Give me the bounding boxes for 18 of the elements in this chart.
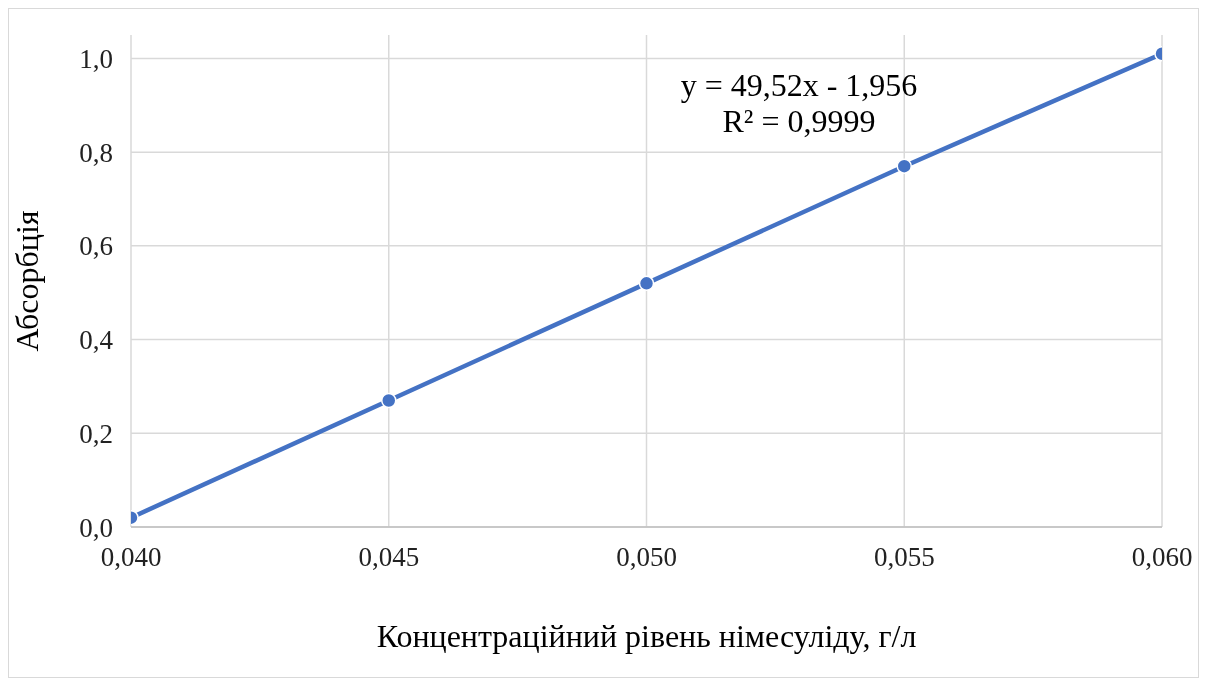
y-axis-title: Абсорбція <box>9 210 46 352</box>
y-tick-label: 1,0 <box>79 44 113 75</box>
y-tick-label: 0,2 <box>79 418 113 449</box>
x-tick-label: 0,045 <box>358 542 420 573</box>
y-tick-label: 0,0 <box>79 512 113 543</box>
point <box>638 275 655 292</box>
y-tick-label: 0,4 <box>79 325 114 356</box>
x-tick-label: 0,055 <box>873 542 935 573</box>
point <box>896 158 912 174</box>
x-tick-label: 0,040 <box>100 542 162 573</box>
x-tick-label: 0,050 <box>616 542 677 573</box>
x-axis-title: Концентраційний рівень німесуліду, г/л <box>376 618 917 654</box>
point <box>381 392 397 409</box>
annotation: R² = 0,9999 <box>721 103 877 139</box>
y-tick-label: 0,8 <box>79 137 113 168</box>
y-tick-label: 0,6 <box>79 231 113 262</box>
annotation: y = 49,52x - 1,956 <box>679 67 919 103</box>
x-tick-label: 0,060 <box>1131 542 1193 573</box>
